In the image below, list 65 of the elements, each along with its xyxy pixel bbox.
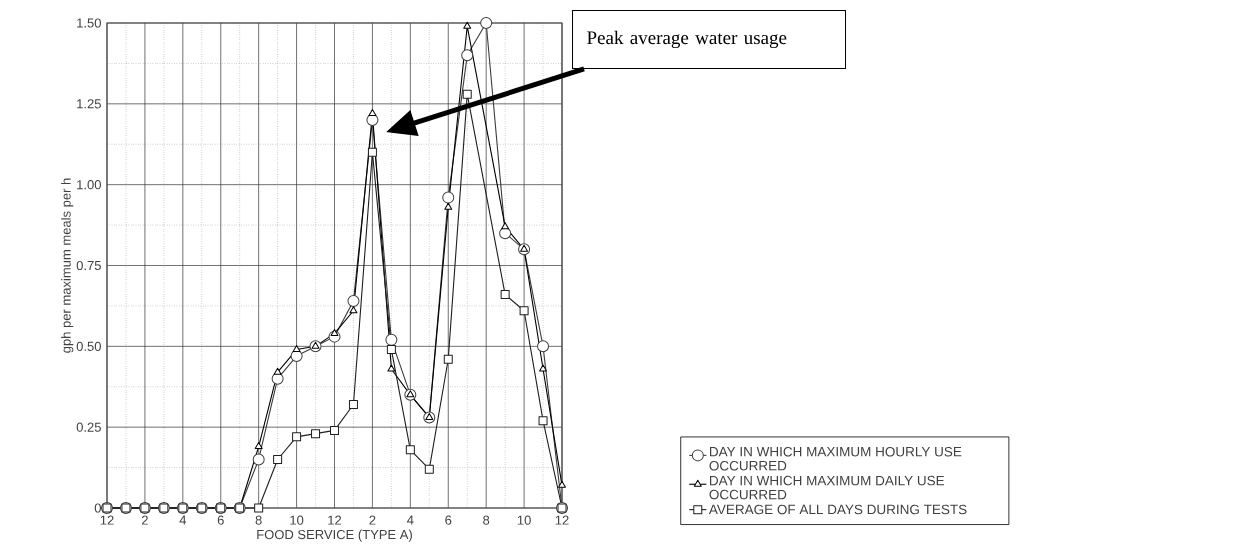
point [538, 416, 548, 426]
point [519, 306, 529, 316]
point [387, 364, 396, 372]
point [501, 222, 510, 230]
point [254, 503, 264, 513]
point [367, 147, 377, 157]
point [463, 21, 472, 29]
x-axis-title: FOOD SERVICE (TYPE A) [257, 529, 412, 542]
point [424, 464, 434, 474]
x-tick-label: 6 [445, 515, 452, 525]
x-tick-label: 2 [141, 515, 148, 525]
legend-label: DAY IN WHICH MAXIMUM DAILY USE OCCURRED [709, 475, 945, 500]
legend-label: AVERAGE OF ALL DAYS DURING TESTS [708, 504, 967, 515]
point [386, 345, 396, 355]
legend-label: DAY IN WHICH MAXIMUM HOURLY USE OCCURRED [709, 446, 962, 471]
point [292, 432, 302, 442]
point [480, 16, 493, 29]
point [292, 345, 301, 353]
point [558, 480, 566, 488]
point [461, 49, 474, 62]
x-tick-label: 10 [290, 515, 304, 525]
point [311, 429, 321, 439]
point [330, 328, 339, 336]
y-tick-label: 0.75 [76, 260, 101, 271]
point [385, 333, 398, 346]
point [348, 400, 358, 410]
point [500, 290, 510, 300]
point [425, 412, 434, 420]
point [368, 109, 377, 117]
y-tick-label: 1.25 [77, 99, 101, 109]
y-axis-title: gph per maximum meals per h [61, 178, 74, 353]
point [405, 445, 415, 455]
point [462, 89, 472, 99]
y-tick-label: 0.25 [76, 422, 101, 432]
point [290, 350, 303, 363]
point [273, 367, 282, 375]
point [537, 340, 550, 353]
y-tick-label: 0 [94, 503, 101, 513]
x-tick-label: 12 [328, 515, 342, 525]
point [444, 202, 453, 210]
x-tick-label: 2 [369, 515, 376, 525]
x-tick-label: 6 [217, 515, 224, 525]
point [252, 453, 265, 466]
point [330, 425, 339, 435]
x-tick-label: 8 [255, 515, 262, 525]
point [442, 191, 455, 204]
x-tick-label: 4 [407, 515, 414, 525]
point [443, 354, 453, 364]
point [273, 454, 283, 464]
point [539, 364, 548, 372]
point [311, 341, 320, 349]
point [347, 295, 360, 308]
x-tick-label: 4 [179, 515, 187, 525]
y-tick-label: 1.00 [77, 180, 101, 190]
x-tick-label: 12 [100, 515, 114, 525]
point [349, 306, 358, 314]
point [520, 244, 529, 252]
y-tick-label: 0.50 [76, 341, 101, 351]
point [499, 227, 512, 240]
x-tick-label: 10 [517, 515, 531, 525]
point [254, 442, 263, 450]
x-tick-label: 12 [555, 515, 569, 525]
text: Peak average water usage [587, 30, 787, 49]
y-tick-label: 1.50 [77, 18, 101, 28]
x-tick-label: 8 [483, 515, 490, 525]
